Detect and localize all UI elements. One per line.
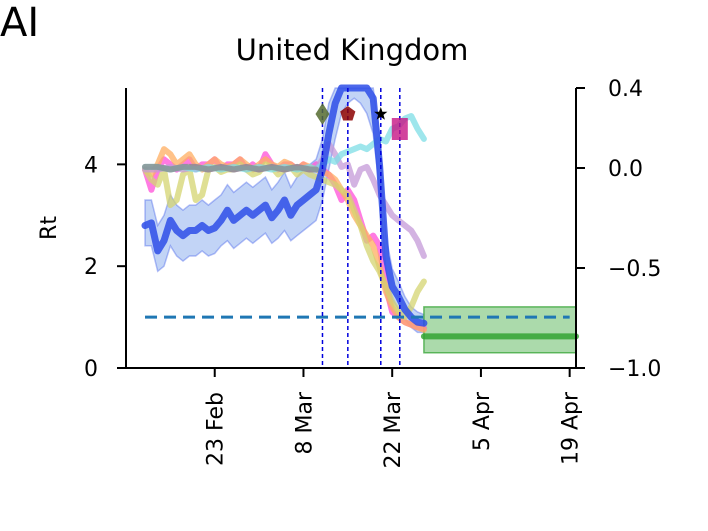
series-0-line <box>141 84 428 327</box>
star-marker-icon <box>374 107 388 120</box>
y2-tick-label: 0.4 <box>608 77 643 102</box>
y-tick-label: 4 <box>84 153 98 178</box>
pentagon-marker-icon <box>340 106 356 121</box>
series-6-line <box>142 163 320 173</box>
y-axis-label: Rt <box>37 216 62 240</box>
y-tick-label: 2 <box>84 255 98 280</box>
series-2-line <box>142 146 427 333</box>
square-marker-icon <box>391 118 408 140</box>
diamond-marker-icon <box>315 103 330 125</box>
y2-tick-label: −1.0 <box>608 357 661 382</box>
chart-title: United Kingdom <box>236 33 469 67</box>
intervention-markers <box>315 103 408 140</box>
panel-label: AI <box>0 0 39 46</box>
y2-tick-label: 0.0 <box>608 157 643 182</box>
series-7-band <box>423 306 577 354</box>
axes <box>125 88 577 369</box>
x-tick-label: 5 Apr <box>470 391 495 451</box>
reference-lines <box>145 88 570 368</box>
series-lines <box>141 84 579 340</box>
y2-tick-label: −0.5 <box>608 257 661 282</box>
x-tick-label: 8 Mar <box>292 391 317 454</box>
ticks: 0 2 4 −1.0 −0.5 0.0 0.4 23 Feb 8 Mar 22 Mar 5 Apr 1… <box>84 77 661 469</box>
x-tick-label: 22 Mar <box>381 391 406 468</box>
x-tick-label: 19 Apr <box>559 391 584 465</box>
y-tick-label: 0 <box>84 357 98 382</box>
x-tick-label: 23 Feb <box>204 392 229 466</box>
